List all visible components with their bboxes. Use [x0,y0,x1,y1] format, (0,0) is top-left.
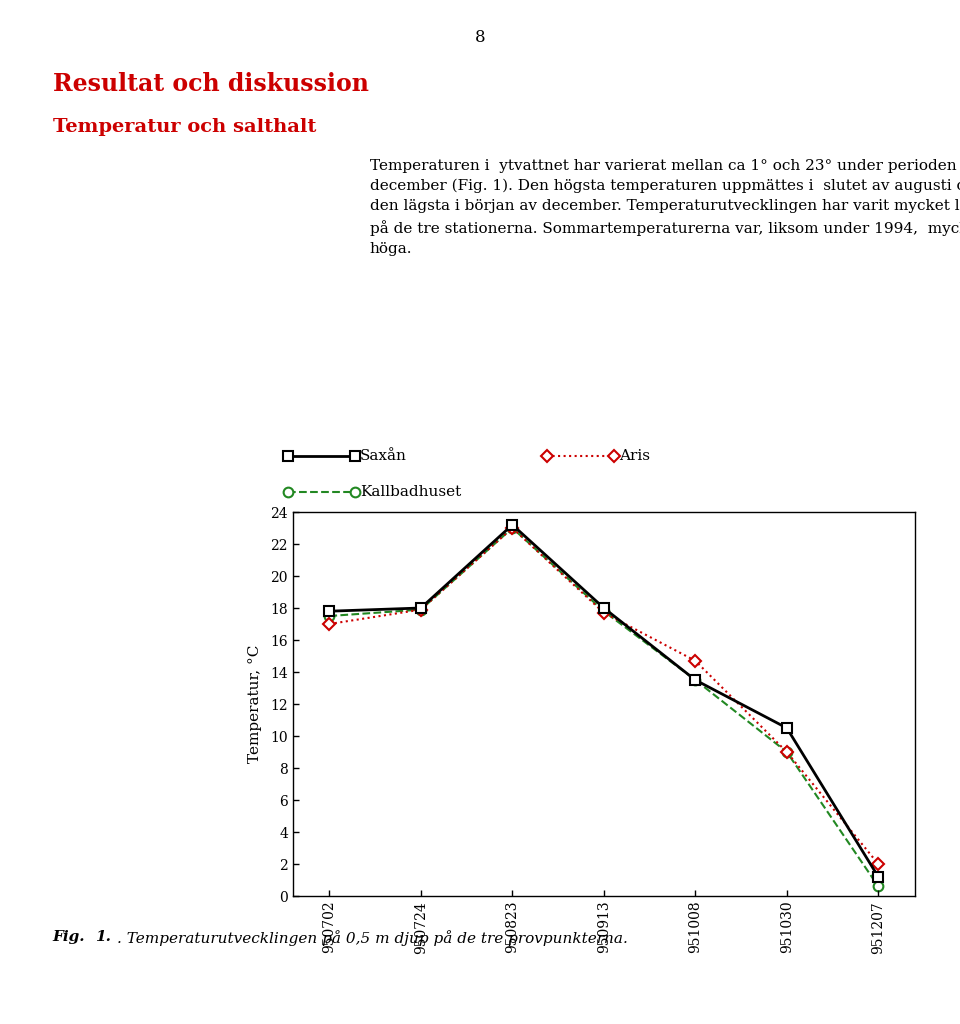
Text: Fig.: Fig. [53,930,85,944]
Text: Temperaturen i  ytvattnet har varierat mellan ca 1° och 23° under perioden juli-: Temperaturen i ytvattnet har varierat me… [370,159,960,256]
Text: . Temperaturutvecklingen på 0,5 m djup på de tre provpunkterna.: . Temperaturutvecklingen på 0,5 m djup p… [117,930,628,946]
Text: Aris: Aris [619,449,650,463]
Text: Saxån: Saxån [360,449,407,463]
Text: 8: 8 [474,29,486,46]
Text: Kallbadhuset: Kallbadhuset [360,484,461,499]
Text: Resultat och diskussion: Resultat och diskussion [53,72,369,95]
Y-axis label: Temperatur, °C: Temperatur, °C [248,645,262,763]
Text: Temperatur och salthalt: Temperatur och salthalt [53,118,316,136]
Text: 1.: 1. [95,930,111,944]
